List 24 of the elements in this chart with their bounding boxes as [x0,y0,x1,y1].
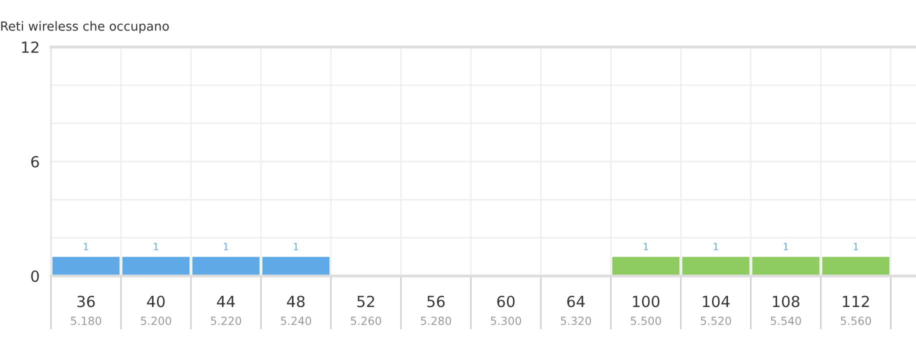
category-label: 36 5.180 [70,296,102,326]
category-label: 100 5.500 [630,296,662,326]
y-tick-label: 12 [22,41,38,53]
data-label: 1 [784,243,788,250]
category-label: 112 5.560 [840,296,871,326]
data-label: 1 [854,243,858,250]
category-label: 44 5.220 [210,296,242,326]
data-label: 1 [714,243,718,250]
data-label: 1 [224,243,228,250]
y-tick-label: 6 [31,156,39,168]
category-label: 108 5.540 [770,296,801,326]
category-label: 52 5.260 [350,296,382,326]
y-axis-title: Reti wireless che occupano [1,21,169,34]
category-label: 104 5.520 [700,296,732,326]
category-label: 56 5.280 [420,296,452,326]
data-label: 1 [644,243,648,250]
y-tick-label: 0 [31,270,39,282]
category-label: 60 5.300 [490,296,522,326]
data-label: 1 [294,243,298,250]
category-label: 64 5.320 [560,296,592,326]
data-label: 1 [84,243,88,250]
data-label: 1 [154,243,158,250]
category-label: 40 5.200 [140,296,172,326]
category-label: 48 5.240 [280,296,312,326]
